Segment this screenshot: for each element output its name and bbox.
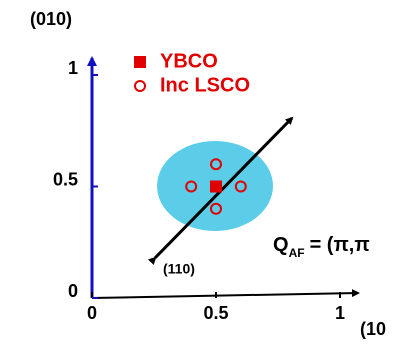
- point: [234, 180, 247, 193]
- q-annotation: QAF = (π,π: [273, 234, 370, 260]
- x-axis: [91, 289, 360, 299]
- x-tick-label: 0.5: [203, 303, 228, 323]
- y-tick-label: 1: [68, 58, 78, 78]
- direction-arrow: [147, 116, 294, 266]
- y-axis-label: (010): [30, 9, 72, 29]
- y-tick-label: 0: [68, 281, 78, 301]
- point: [210, 202, 222, 215]
- x-tick-label: 1: [335, 303, 345, 323]
- legend-marker: [134, 56, 146, 68]
- legend-marker: [134, 80, 146, 92]
- point: [210, 180, 222, 193]
- point: [185, 180, 198, 193]
- y-tick-label: 0.5: [53, 169, 78, 189]
- legend-label: Inc LSCO: [160, 74, 250, 96]
- point: [210, 158, 222, 171]
- direction-label: (110): [163, 261, 195, 277]
- x-tick-label: 0: [87, 303, 97, 323]
- legend-label: YBCO: [160, 50, 218, 72]
- x-axis-label: (10: [360, 319, 386, 339]
